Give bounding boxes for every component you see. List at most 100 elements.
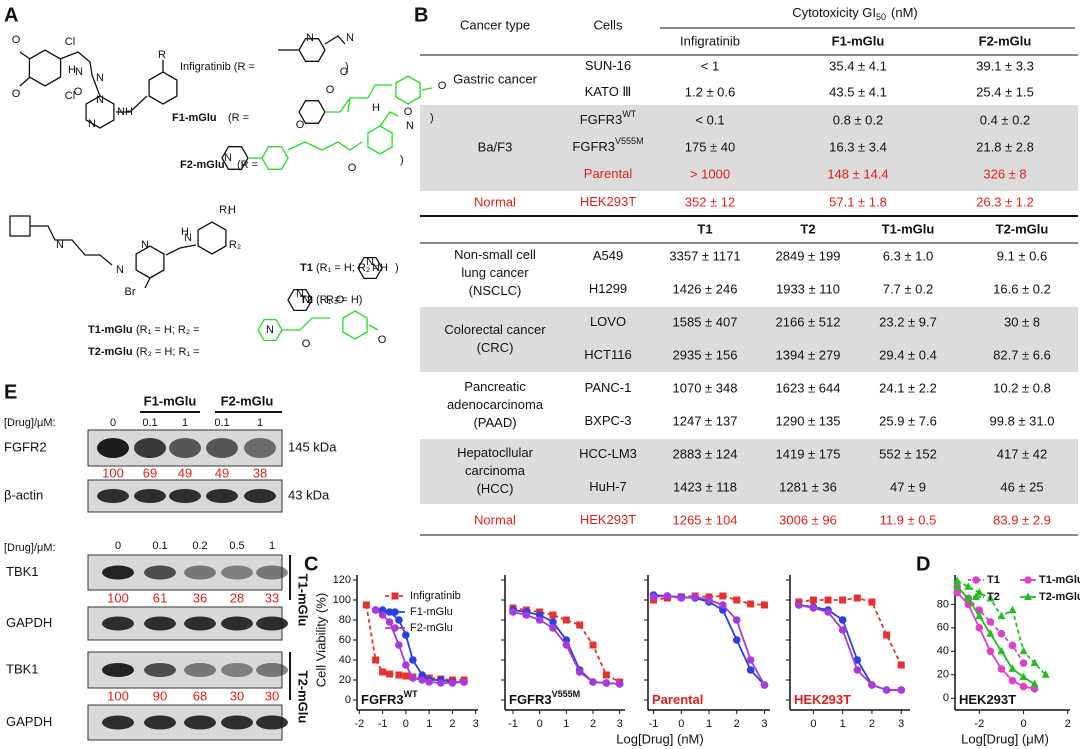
cell-name: HEK293T [580, 512, 636, 527]
bond [325, 84, 392, 113]
cell-name: HCT116 [584, 347, 631, 362]
bond [116, 95, 148, 113]
atom-label: N [346, 32, 354, 44]
protein-label: TBK1 [6, 661, 39, 676]
shading [420, 307, 1078, 504]
group-label: F1-mGlu [144, 393, 197, 408]
gi50-value: 43.5 ± 4.1 [829, 84, 887, 99]
atom-label: N [266, 324, 274, 336]
data-point [997, 665, 1006, 673]
atom-label: N [96, 94, 104, 106]
protein-label: GAPDH [6, 615, 52, 630]
dose-label: [Drug]/μM: [4, 417, 56, 429]
y-tick-label: 40 [937, 645, 949, 657]
structure-label: ; R₂ = H) [320, 294, 362, 306]
dose: 1 [269, 540, 275, 552]
gi50-value: 2166 ± 512 [776, 314, 841, 329]
data-point [838, 626, 847, 634]
protein-label: FGFR2 [4, 439, 47, 454]
data-point [719, 592, 727, 600]
legend-label: T1-mGlu [1039, 574, 1080, 586]
legend-label: F2-mGlu [410, 622, 453, 634]
legend-label: Infigratinib [410, 590, 461, 602]
data-point [997, 629, 1006, 638]
legend-label: T1 [987, 574, 1000, 586]
panel-condition: HEK293T [794, 692, 851, 707]
ring [395, 75, 421, 105]
data-point [448, 679, 457, 687]
quantification: 69 [143, 465, 157, 480]
quantification: 30 [265, 688, 279, 703]
dose: 0.1 [152, 540, 167, 552]
data-point [549, 618, 557, 626]
series-line [653, 595, 765, 606]
cancer-type: Ba/F3 [478, 139, 513, 154]
atom-label: O [348, 162, 357, 174]
quantification: 28 [230, 590, 244, 605]
blot-band [221, 715, 253, 730]
gi50-value: 2883 ± 124 [673, 446, 738, 461]
quantification: 49 [178, 465, 192, 480]
data-point [809, 596, 817, 604]
gi50-value: 175 ± 40 [685, 139, 736, 154]
data-point [1008, 664, 1017, 672]
protein-label: β-actin [4, 487, 43, 502]
data-point [385, 618, 394, 626]
gi50-value: 35.4 ± 4.1 [829, 58, 887, 73]
bond [59, 51, 101, 97]
structure-label: Infigratinib (R = [180, 61, 255, 73]
data-point [395, 671, 403, 679]
data-point [853, 656, 862, 664]
atom-label: O [404, 106, 413, 118]
data-point [562, 616, 570, 624]
data-point [1019, 682, 1028, 691]
atom-label: N [406, 120, 414, 132]
data-point [409, 674, 417, 682]
condition-text: FGFR3 [509, 692, 552, 707]
gi50-value: 417 ± 42 [997, 446, 1048, 461]
data-point [853, 666, 862, 674]
bond [347, 97, 351, 113]
data-point [1030, 658, 1039, 667]
data-point [1041, 670, 1050, 678]
protein-label: GAPDH [6, 714, 52, 729]
data-point [589, 641, 597, 649]
column-header: T2 [800, 221, 815, 236]
data-point [760, 601, 768, 609]
x-tick-label: 2 [1065, 718, 1071, 730]
legend-marker [391, 624, 399, 632]
column-header: T1 [697, 221, 712, 236]
data-point [409, 656, 417, 664]
gi50-value: 352 ± 12 [685, 194, 736, 209]
blot-band [169, 489, 201, 503]
data-point [436, 679, 445, 687]
cell-line: FGFR3V555M [572, 136, 643, 154]
data-point [747, 600, 755, 608]
cancer-type: (HCC) [477, 481, 514, 496]
cell-name: BXPC-3 [585, 413, 632, 428]
ring [298, 100, 326, 124]
quantification: 68 [193, 688, 207, 703]
structure-label: F2-mGlu [180, 159, 225, 171]
data-point [395, 616, 403, 624]
y-axis-label: Cell Viability (%) [313, 593, 328, 687]
blot-band [97, 438, 129, 458]
gi50-value: 6.3 ± 1.0 [883, 248, 934, 263]
data-point [677, 594, 686, 602]
data-point [986, 629, 995, 637]
cell-name: FGFR3 [572, 139, 615, 154]
gi50-value: 57.1 ± 1.8 [829, 194, 887, 209]
cell-name: SUN-16 [585, 58, 631, 73]
quantification: 33 [265, 590, 279, 605]
atom-label: O [12, 34, 21, 46]
data-point [425, 678, 433, 686]
gi50-value: 1933 ± 110 [776, 281, 840, 296]
blot-band [102, 616, 134, 631]
quantification: 36 [193, 590, 207, 605]
atom-label: N [302, 294, 310, 306]
data-point [975, 588, 984, 596]
condition-superscript: WT [404, 689, 418, 699]
panel-label: C [304, 553, 318, 575]
data-point [760, 681, 769, 689]
x-tick-label: 3 [761, 718, 767, 730]
